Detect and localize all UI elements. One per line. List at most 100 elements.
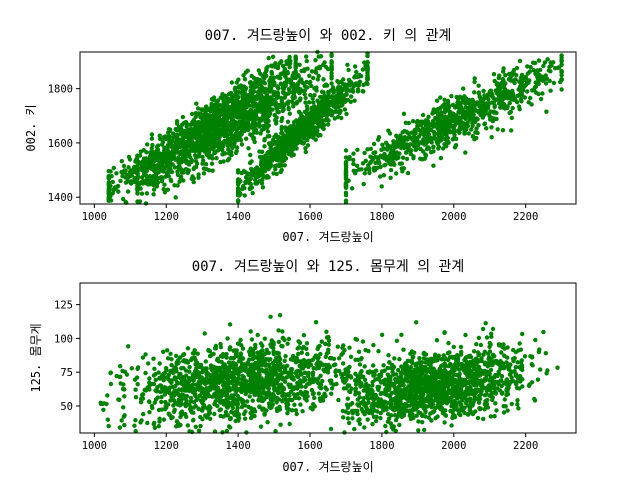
data-point xyxy=(249,93,253,97)
data-point xyxy=(168,385,172,389)
data-point xyxy=(164,149,168,153)
data-point xyxy=(285,62,289,66)
data-point xyxy=(281,387,285,391)
data-point xyxy=(172,410,176,414)
data-point xyxy=(243,378,247,382)
data-point xyxy=(287,57,291,61)
data-point xyxy=(184,368,188,372)
data-point xyxy=(321,90,325,94)
data-point xyxy=(199,381,203,385)
data-point xyxy=(288,112,292,116)
data-point xyxy=(379,148,383,152)
data-point xyxy=(327,100,331,104)
data-point xyxy=(210,156,214,160)
data-point xyxy=(130,171,134,175)
data-point xyxy=(290,139,294,143)
data-point xyxy=(235,115,239,119)
data-point xyxy=(431,145,435,149)
data-point xyxy=(178,423,182,427)
data-point xyxy=(503,73,507,77)
data-point xyxy=(178,166,182,170)
data-point xyxy=(278,423,282,427)
data-point xyxy=(473,76,477,80)
data-point xyxy=(162,372,166,376)
data-point xyxy=(206,371,210,375)
data-point xyxy=(300,346,304,350)
data-point xyxy=(349,94,353,98)
data-point xyxy=(286,106,290,110)
data-point xyxy=(309,131,313,135)
data-point xyxy=(368,161,372,165)
data-point xyxy=(224,131,228,135)
data-point xyxy=(370,157,374,161)
data-point xyxy=(144,150,148,154)
data-point xyxy=(251,119,255,123)
data-point xyxy=(237,381,241,385)
data-point xyxy=(299,112,303,116)
scatter-points xyxy=(99,313,560,435)
data-point xyxy=(298,382,302,386)
data-point xyxy=(228,322,232,326)
data-point xyxy=(154,378,158,382)
data-point xyxy=(152,373,156,377)
data-point xyxy=(378,165,382,169)
data-point xyxy=(211,169,215,173)
data-point xyxy=(264,124,268,128)
data-point xyxy=(323,342,327,346)
data-point xyxy=(120,418,124,422)
data-point xyxy=(255,375,259,379)
data-point xyxy=(253,181,257,185)
data-point xyxy=(107,187,111,191)
data-point xyxy=(157,424,161,428)
data-point xyxy=(229,150,233,154)
data-point xyxy=(150,146,154,150)
data-point xyxy=(344,181,348,185)
data-point xyxy=(207,394,211,398)
data-point xyxy=(208,113,212,117)
data-point xyxy=(322,127,326,131)
data-point xyxy=(489,125,493,129)
data-point xyxy=(145,191,149,195)
data-point xyxy=(305,107,309,111)
data-point xyxy=(305,341,309,345)
data-point xyxy=(287,337,291,341)
data-point xyxy=(174,128,178,132)
data-point xyxy=(258,131,262,135)
data-point xyxy=(288,124,292,128)
data-point xyxy=(426,115,430,119)
data-point xyxy=(249,186,253,190)
data-point xyxy=(486,105,490,109)
data-point xyxy=(472,109,476,113)
data-point xyxy=(517,104,521,108)
data-point xyxy=(449,94,453,98)
data-point xyxy=(533,85,537,89)
data-point xyxy=(122,415,126,419)
data-point xyxy=(196,172,200,176)
data-point xyxy=(290,144,294,148)
data-point xyxy=(122,164,126,168)
data-point xyxy=(537,58,541,62)
data-point xyxy=(324,363,328,367)
data-point xyxy=(333,103,337,107)
data-point xyxy=(177,180,181,184)
data-point xyxy=(545,57,549,61)
data-point xyxy=(271,77,275,81)
data-point xyxy=(196,141,200,145)
data-point xyxy=(140,192,144,196)
data-point xyxy=(190,158,194,162)
data-point xyxy=(382,163,386,167)
data-point xyxy=(123,168,127,172)
data-point xyxy=(237,412,241,416)
data-point xyxy=(341,361,345,365)
data-point xyxy=(351,162,355,166)
data-point xyxy=(211,352,215,356)
data-point xyxy=(234,363,238,367)
data-point xyxy=(198,132,202,136)
data-point xyxy=(300,119,304,123)
data-point xyxy=(290,408,294,412)
data-point xyxy=(184,158,188,162)
data-point xyxy=(506,89,510,93)
data-point xyxy=(500,101,504,105)
data-point xyxy=(246,69,250,73)
